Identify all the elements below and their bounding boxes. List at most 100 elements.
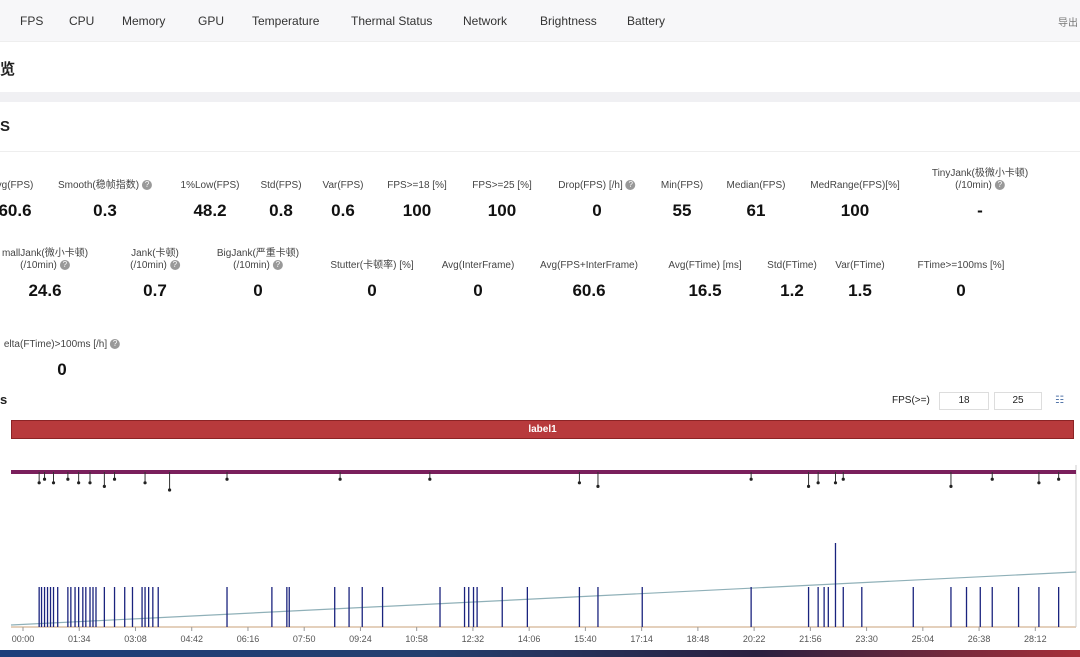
tab-thermal-status[interactable]: Thermal Status (351, 14, 433, 28)
fps-dip-point (816, 481, 820, 485)
fps-dip-point (949, 484, 953, 488)
metric-tab-bar: FPS CPU Memory GPU Temperature Thermal Status… (0, 0, 1080, 42)
stat-label: Drop(FPS) [/h]? (558, 166, 636, 192)
stat-label-text: Avg(InterFrame) (441, 260, 515, 271)
tab-brightness[interactable]: Brightness (540, 14, 597, 28)
stat-value: 100 (840, 201, 870, 220)
tab-network[interactable]: Network (463, 14, 508, 28)
x-tick-label: 26:38 (968, 634, 991, 644)
stat-label: vg(FPS) (0, 166, 33, 192)
fps-threshold-high-input[interactable]: 25 (994, 392, 1042, 410)
stat-value: 0 (367, 281, 377, 300)
stat-item: elta(FTime)>100ms [/h]? 0 (3, 325, 121, 380)
stat-label: Std(FPS) (260, 166, 301, 192)
fps-dip-point (102, 484, 106, 488)
stat-label: Var(FPS) (323, 166, 364, 192)
stat-item: FPS>=18 [%] 100 (387, 166, 446, 221)
help-icon[interactable]: ? (994, 180, 1005, 191)
x-tick-label: 23:30 (855, 634, 878, 644)
stat-label-text: FTime>=100ms [%] (917, 260, 1005, 271)
fps-dip-point (841, 477, 845, 481)
fps-threshold-low-input[interactable]: 18 (939, 392, 989, 410)
tab-gpu[interactable]: GPU (198, 14, 225, 28)
fps-dip-point (806, 484, 811, 488)
fps-dip-point (749, 477, 753, 481)
stat-label: FPS>=18 [%] (387, 166, 446, 192)
fps-dip-point (51, 481, 56, 485)
stat-value: 0 (592, 201, 602, 220)
stat-label-unit: (/10min) (130, 260, 167, 271)
tab-temperature[interactable]: Temperature (252, 14, 320, 28)
stat-item: Avg(FTime) [ms] 16.5 (668, 246, 741, 301)
stat-label-text: Jank(卡顿) (131, 248, 179, 259)
help-icon[interactable]: ? (272, 260, 283, 271)
stat-label-unit: (/10min) (233, 260, 270, 271)
x-tick-label: 12:32 (462, 634, 485, 644)
stat-label-text: Stutter(卡顿率) [%] (330, 260, 414, 271)
stat-label-text: vg(FPS) (0, 180, 34, 191)
stat-item: mallJank(微小卡顿) (/10min)? 24.6 (2, 246, 88, 301)
series-label-bar: label1 (11, 420, 1074, 439)
stat-value: 60.6 (572, 281, 606, 300)
x-tick-label: 09:24 (349, 634, 372, 644)
stat-label-text: Std(FTime) (767, 260, 817, 271)
help-icon[interactable]: ? (59, 260, 70, 271)
taskbar (0, 650, 1080, 657)
stat-label: mallJank(微小卡顿) (/10min)? (2, 246, 88, 272)
stat-label-text: Avg(FPS+InterFrame) (540, 260, 638, 271)
stat-label: 1%Low(FPS) (181, 166, 240, 192)
stat-label-text: BigJank(严重卡顿) (216, 248, 300, 259)
stat-label-text: FPS>=25 [%] (472, 180, 532, 191)
divider (0, 151, 1080, 152)
x-tick-label: 15:40 (574, 634, 597, 644)
stat-label: MedRange(FPS)[%] (810, 166, 899, 192)
table-view-icon[interactable]: ☷ (1055, 395, 1064, 406)
stat-item: Avg(InterFrame) 0 (442, 246, 515, 301)
fps-dip-point (66, 477, 70, 481)
stat-label: Min(FPS) (661, 166, 703, 192)
fps-dip-point (428, 477, 432, 481)
fps-dip-point (338, 477, 342, 481)
stat-value: 1.2 (780, 281, 804, 300)
fps-dip-point (143, 481, 147, 485)
fps-dip-point (88, 481, 92, 485)
tab-fps[interactable]: FPS (20, 14, 44, 28)
x-tick-label: 25:04 (912, 634, 935, 644)
stat-label-text: FPS>=18 [%] (387, 180, 447, 191)
stat-value: 55 (672, 201, 692, 220)
tab-cpu[interactable]: CPU (69, 14, 95, 28)
stat-item: Var(FPS) 0.6 (323, 166, 364, 221)
help-icon[interactable]: ? (169, 260, 180, 271)
trend-line (10, 571, 1077, 626)
stat-label: Avg(FTime) [ms] (668, 246, 741, 272)
stat-value: 0.8 (269, 201, 293, 220)
fps-dip-point (42, 477, 47, 481)
stat-item: Min(FPS) 55 (661, 166, 703, 221)
stat-label: Var(FTime) (835, 246, 884, 272)
fps-dip-point (1037, 481, 1041, 485)
export-button[interactable]: 导出 (1058, 18, 1078, 29)
stat-item: 1%Low(FPS) 48.2 (181, 166, 240, 221)
stat-label: Smooth(稳帧指数)? (57, 166, 153, 192)
stat-label-text: Avg(FTime) [ms] (668, 260, 742, 271)
stat-value: 60.6 (0, 201, 32, 220)
x-tick-label: 17:14 (630, 634, 653, 644)
tab-memory[interactable]: Memory (122, 14, 166, 28)
stat-value: 0 (57, 360, 67, 379)
stat-value: 100 (487, 201, 517, 220)
fps-dip-point (77, 481, 81, 485)
stat-label-text: Smooth(稳帧指数) (57, 180, 140, 191)
stat-label-text: Min(FPS) (660, 180, 704, 191)
help-icon[interactable]: ? (110, 339, 121, 350)
stat-item: Var(FTime) 1.5 (835, 246, 884, 301)
x-tick-label: 21:56 (799, 634, 822, 644)
x-tick-label: 01:34 (68, 634, 91, 644)
stat-label-unit: (/10min) (955, 180, 992, 191)
tab-battery[interactable]: Battery (627, 14, 666, 28)
help-icon[interactable]: ? (142, 180, 153, 191)
stat-label-text: mallJank(微小卡顿) (1, 248, 89, 259)
stat-label-unit: (/10min) (20, 260, 57, 271)
stat-item: Std(FTime) 1.2 (767, 246, 817, 301)
help-icon[interactable]: ? (625, 180, 636, 191)
stat-label-text: elta(FTime)>100ms [/h] (3, 339, 108, 350)
